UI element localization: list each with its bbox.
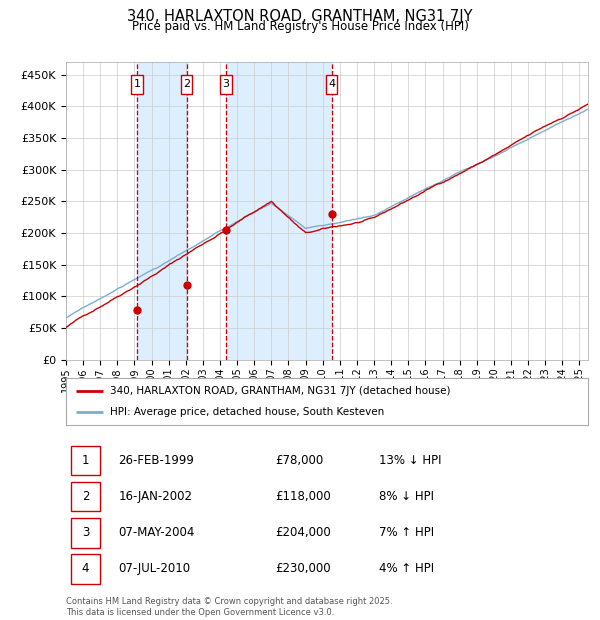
Text: 2: 2 bbox=[183, 79, 190, 89]
FancyBboxPatch shape bbox=[71, 518, 100, 547]
Text: £78,000: £78,000 bbox=[275, 454, 323, 467]
Text: Price paid vs. HM Land Registry's House Price Index (HPI): Price paid vs. HM Land Registry's House … bbox=[131, 20, 469, 33]
Bar bbox=[137, 62, 187, 360]
Text: Contains HM Land Registry data © Crown copyright and database right 2025.
This d: Contains HM Land Registry data © Crown c… bbox=[66, 598, 392, 617]
FancyBboxPatch shape bbox=[71, 446, 100, 476]
FancyBboxPatch shape bbox=[326, 74, 337, 94]
Text: 1: 1 bbox=[134, 79, 140, 89]
Text: 1: 1 bbox=[82, 454, 89, 467]
Text: 07-MAY-2004: 07-MAY-2004 bbox=[118, 526, 194, 539]
Text: £230,000: £230,000 bbox=[275, 562, 331, 575]
Text: 2: 2 bbox=[82, 490, 89, 503]
Text: 3: 3 bbox=[223, 79, 230, 89]
Text: 16-JAN-2002: 16-JAN-2002 bbox=[118, 490, 192, 503]
FancyBboxPatch shape bbox=[71, 482, 100, 511]
Text: 4: 4 bbox=[82, 562, 89, 575]
FancyBboxPatch shape bbox=[71, 554, 100, 583]
Text: HPI: Average price, detached house, South Kesteven: HPI: Average price, detached house, Sout… bbox=[110, 407, 385, 417]
FancyBboxPatch shape bbox=[131, 74, 143, 94]
Text: £118,000: £118,000 bbox=[275, 490, 331, 503]
Text: 8% ↓ HPI: 8% ↓ HPI bbox=[379, 490, 434, 503]
FancyBboxPatch shape bbox=[181, 74, 192, 94]
Text: 4: 4 bbox=[328, 79, 335, 89]
Text: 4% ↑ HPI: 4% ↑ HPI bbox=[379, 562, 434, 575]
FancyBboxPatch shape bbox=[220, 74, 232, 94]
Text: 340, HARLAXTON ROAD, GRANTHAM, NG31 7JY: 340, HARLAXTON ROAD, GRANTHAM, NG31 7JY bbox=[127, 9, 473, 24]
Text: 13% ↓ HPI: 13% ↓ HPI bbox=[379, 454, 442, 467]
Text: 7% ↑ HPI: 7% ↑ HPI bbox=[379, 526, 434, 539]
Text: 26-FEB-1999: 26-FEB-1999 bbox=[118, 454, 194, 467]
Text: 07-JUL-2010: 07-JUL-2010 bbox=[118, 562, 190, 575]
Bar bbox=[226, 62, 332, 360]
Text: 3: 3 bbox=[82, 526, 89, 539]
Text: 340, HARLAXTON ROAD, GRANTHAM, NG31 7JY (detached house): 340, HARLAXTON ROAD, GRANTHAM, NG31 7JY … bbox=[110, 386, 451, 396]
Text: £204,000: £204,000 bbox=[275, 526, 331, 539]
